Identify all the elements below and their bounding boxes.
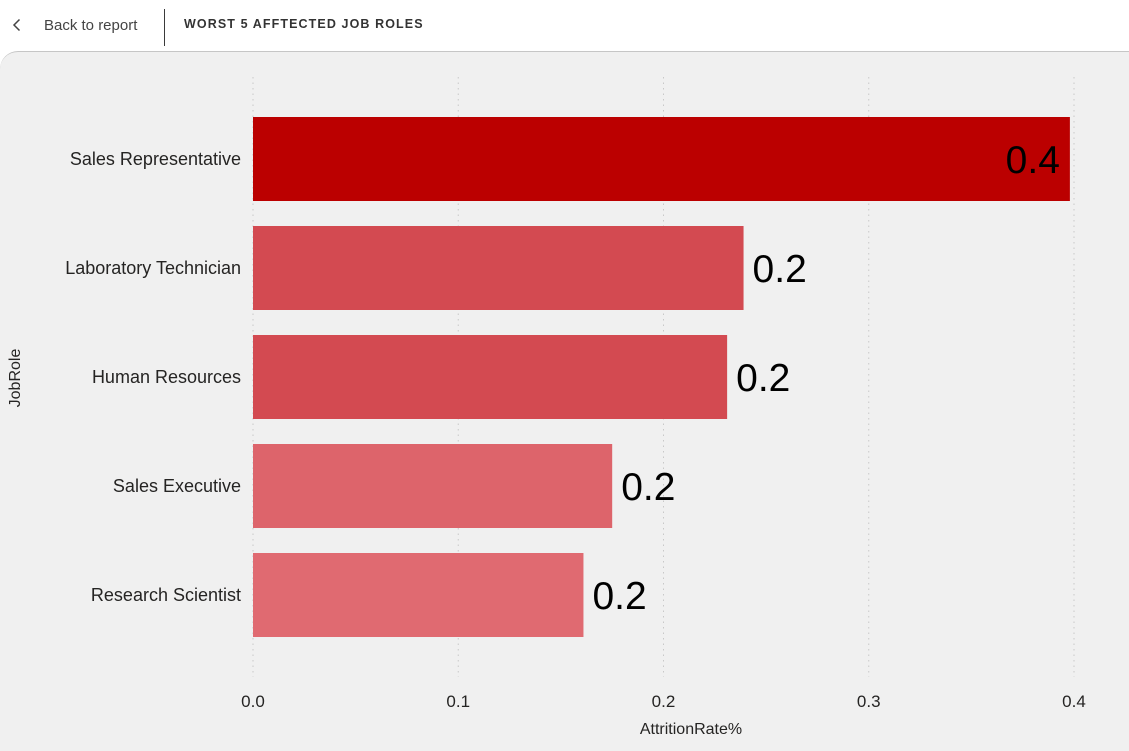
bar-chart: Sales Representative 0.4 Laboratory Techni… xyxy=(7,77,1086,738)
x-tick-label: 0.4 xyxy=(1062,692,1086,711)
page-title: WORST 5 AFFTECTED JOB ROLES xyxy=(184,17,424,31)
category-label: Sales Executive xyxy=(113,476,241,496)
bar[interactable] xyxy=(253,226,744,310)
x-tick-label: 0.3 xyxy=(857,692,881,711)
data-label: 0.2 xyxy=(753,248,807,291)
category-label: Laboratory Technician xyxy=(65,258,241,278)
chart-canvas: Sales Representative 0.4 Laboratory Techni… xyxy=(0,51,1129,751)
category-label: Research Scientist xyxy=(91,585,241,605)
category-label: Sales Representative xyxy=(70,149,241,169)
data-label: 0.2 xyxy=(736,357,790,400)
data-label: 0.4 xyxy=(1006,139,1060,182)
back-to-report-button[interactable]: Back to report xyxy=(10,12,137,38)
x-tick-label: 0.0 xyxy=(241,692,265,711)
bar[interactable] xyxy=(253,335,728,419)
category-label: Human Resources xyxy=(92,367,241,387)
bar[interactable] xyxy=(253,444,613,528)
data-label: 0.2 xyxy=(621,466,675,509)
y-axis-title: JobRole xyxy=(7,349,24,408)
x-tick-label: 0.1 xyxy=(446,692,470,711)
top-bar: Back to report WORST 5 AFFTECTED JOB ROL… xyxy=(0,0,1129,51)
bar[interactable] xyxy=(253,553,584,637)
x-tick-label: 0.2 xyxy=(652,692,676,711)
bar[interactable] xyxy=(253,117,1070,201)
x-axis-title: AttritionRate% xyxy=(640,721,742,738)
header-divider xyxy=(164,9,165,46)
chevron-left-icon xyxy=(10,18,24,32)
data-label: 0.2 xyxy=(592,575,646,618)
back-button-label: Back to report xyxy=(44,16,138,34)
